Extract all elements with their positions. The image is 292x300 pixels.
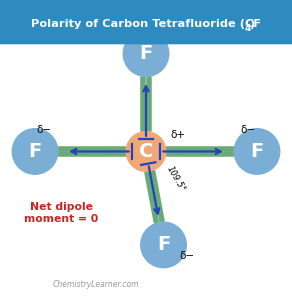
Text: Net dipole
moment = 0: Net dipole moment = 0: [24, 202, 98, 224]
Text: δ−: δ−: [36, 124, 52, 135]
Text: 109.5°: 109.5°: [165, 165, 187, 194]
FancyArrowPatch shape: [71, 149, 129, 154]
Text: δ−: δ−: [180, 251, 195, 261]
Text: ): ): [249, 19, 254, 29]
Text: F: F: [28, 142, 42, 161]
Text: Polarity of Carbon Tetrafluoride (CF: Polarity of Carbon Tetrafluoride (CF: [31, 19, 261, 29]
Text: F: F: [139, 44, 153, 63]
Circle shape: [123, 31, 169, 76]
Text: F: F: [250, 142, 264, 161]
Text: C: C: [139, 142, 153, 161]
Text: δ−: δ−: [165, 33, 180, 43]
Text: δ+: δ+: [170, 130, 185, 140]
Text: F: F: [157, 236, 170, 254]
Text: 4: 4: [245, 24, 251, 33]
Circle shape: [141, 222, 186, 268]
Circle shape: [234, 129, 280, 174]
FancyArrowPatch shape: [149, 166, 159, 214]
Text: δ−: δ−: [240, 124, 256, 135]
Circle shape: [12, 129, 58, 174]
Circle shape: [126, 132, 166, 171]
Text: ChemistryLearner.com: ChemistryLearner.com: [53, 280, 139, 289]
FancyBboxPatch shape: [0, 0, 292, 44]
FancyArrowPatch shape: [163, 149, 221, 154]
FancyArrowPatch shape: [143, 86, 149, 136]
